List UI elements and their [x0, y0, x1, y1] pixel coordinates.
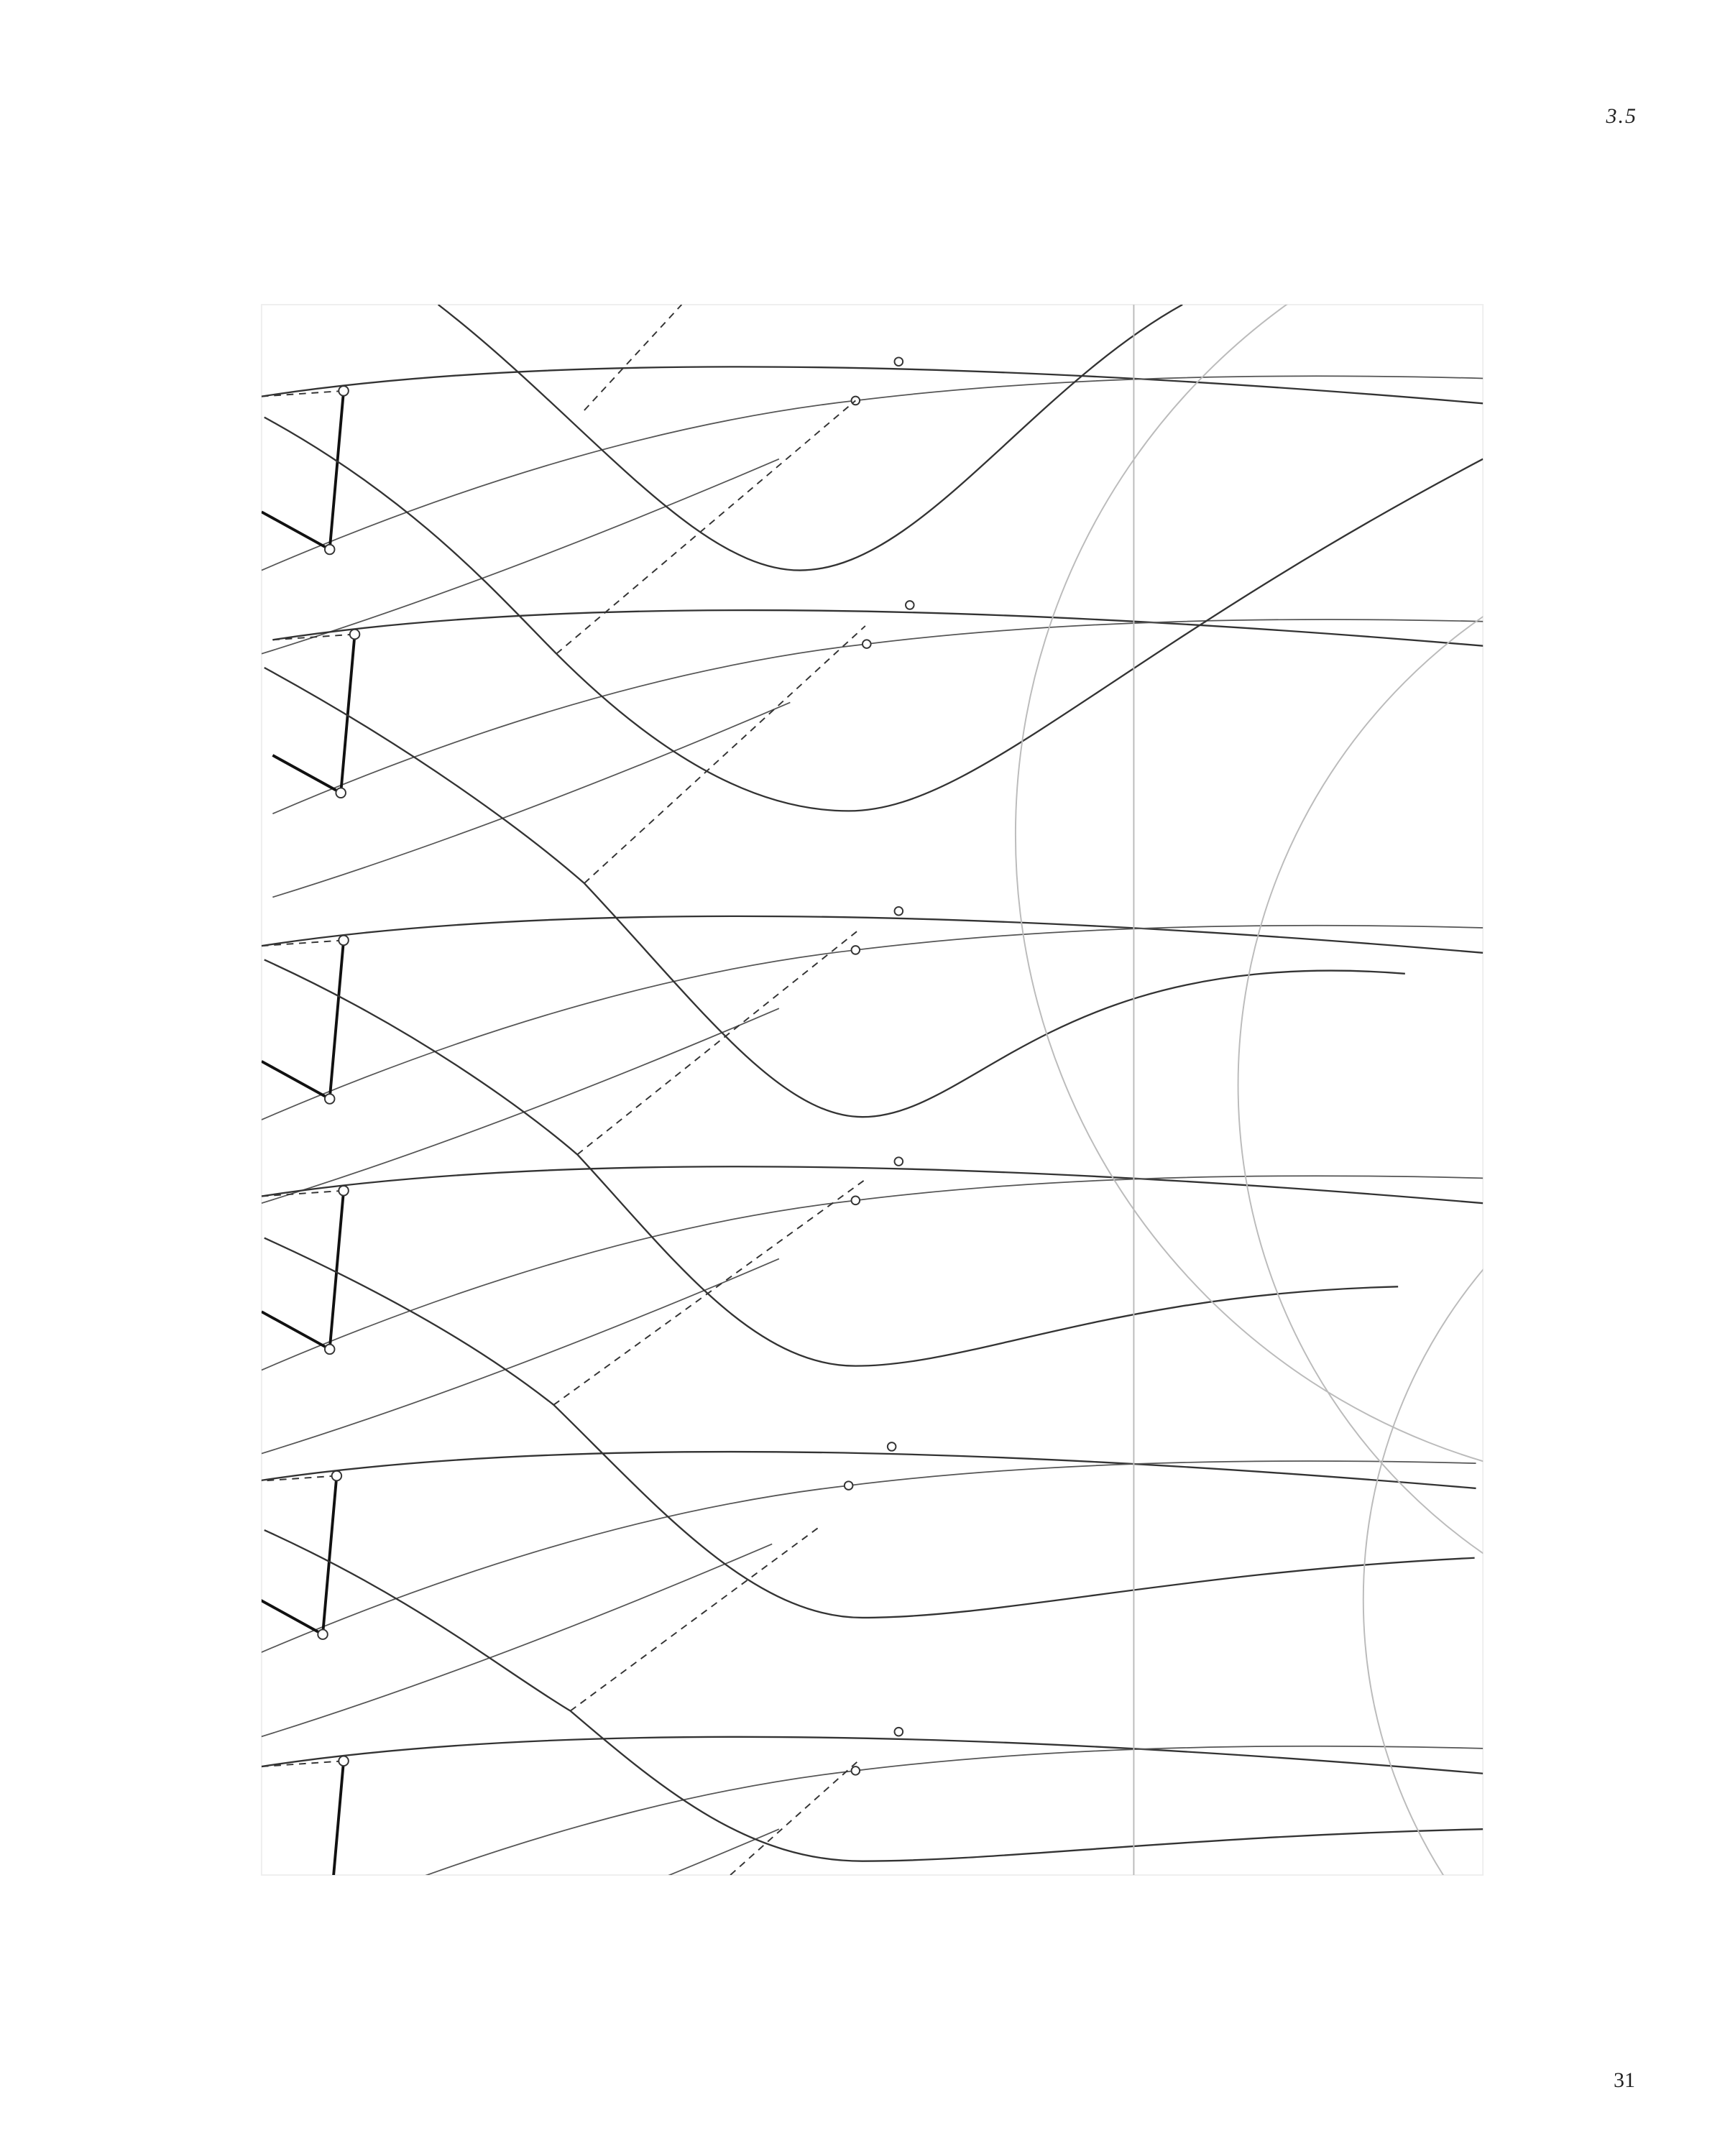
frame — [260, 303, 1484, 1876]
section-number: 3.5 — [1606, 104, 1637, 128]
lines — [261, 304, 1484, 1876]
page-number: 31 — [1614, 2068, 1635, 2092]
